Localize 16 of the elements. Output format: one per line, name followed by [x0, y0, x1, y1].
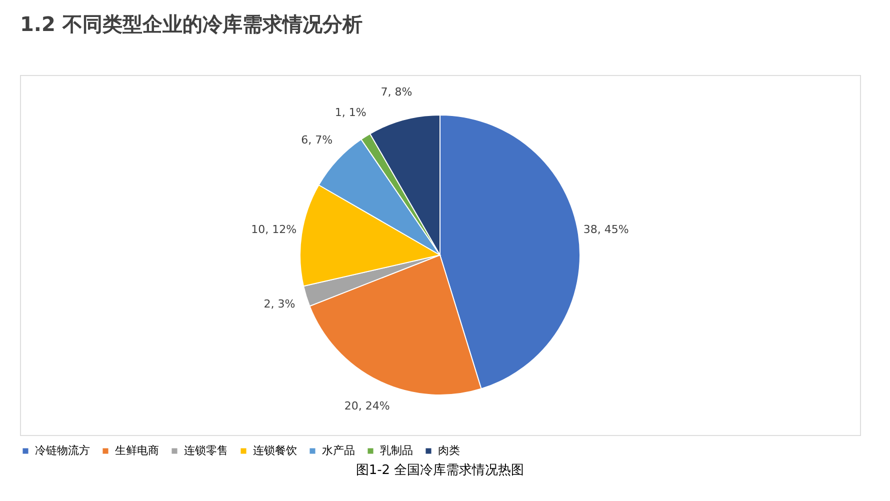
data-label: 6, 7% [301, 134, 333, 147]
chart-title: 1.2 不同类型企业的冷库需求情况分析 [20, 12, 362, 36]
legend-label: 乳制品 [380, 444, 413, 457]
legend-label: 连锁餐饮 [253, 444, 297, 457]
legend-label: 生鲜电商 [115, 444, 159, 457]
data-label: 1, 1% [334, 106, 366, 119]
legend-label: 肉类 [438, 444, 460, 457]
caption: 图1-2 全国冷库需求情况热图 [356, 463, 524, 478]
legend-label: 水产品 [322, 444, 355, 457]
data-label: 38, 45% [583, 222, 629, 236]
legend-label: 冷链物流方 [35, 444, 90, 457]
data-label: 7, 8% [380, 86, 412, 99]
data-label: 10, 12% [251, 222, 297, 236]
data-label: 20, 24% [344, 399, 390, 412]
legend-label: 连锁零售 [184, 444, 228, 457]
data-label: 2, 3% [264, 298, 296, 311]
